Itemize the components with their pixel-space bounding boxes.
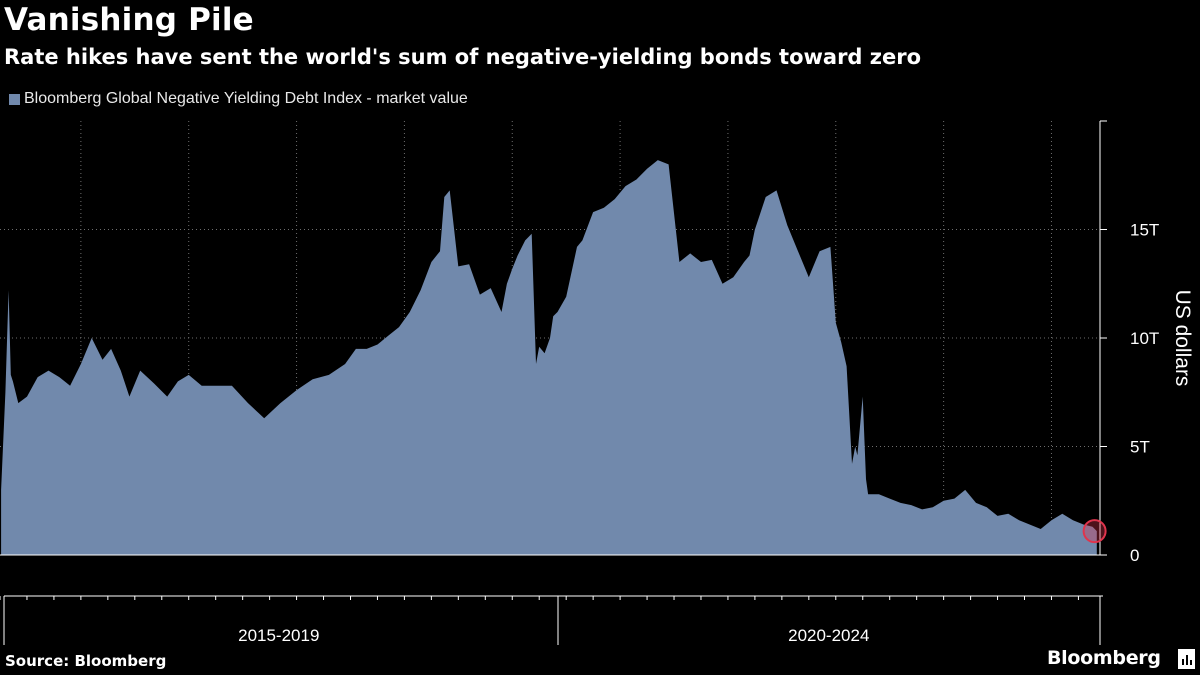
chart-subtitle: Rate hikes have sent the world's sum of …	[4, 45, 922, 69]
chart-title: Vanishing Pile	[4, 2, 254, 38]
y-tick-label: 10T	[1130, 329, 1159, 348]
x-group-label: 2020-2024	[788, 626, 869, 645]
legend-label: Bloomberg Global Negative Yielding Debt …	[24, 90, 468, 107]
y-tick-label: 0	[1130, 546, 1139, 565]
source-note: Source: Bloomberg	[5, 652, 167, 670]
bloomberg-terminal-icon	[1178, 649, 1195, 669]
latest-value-marker	[1082, 519, 1107, 544]
y-tick-label: 15T	[1130, 221, 1159, 240]
bloomberg-logo: Bloomberg	[1047, 647, 1161, 669]
series-area	[1, 160, 1097, 555]
y-axis-label: US dollars	[1171, 290, 1194, 387]
y-tick-label: 5T	[1130, 438, 1150, 457]
x-group-label: 2015-2019	[238, 626, 319, 645]
legend-swatch	[9, 93, 20, 105]
legend: Bloomberg Global Negative Yielding Debt …	[9, 90, 468, 108]
